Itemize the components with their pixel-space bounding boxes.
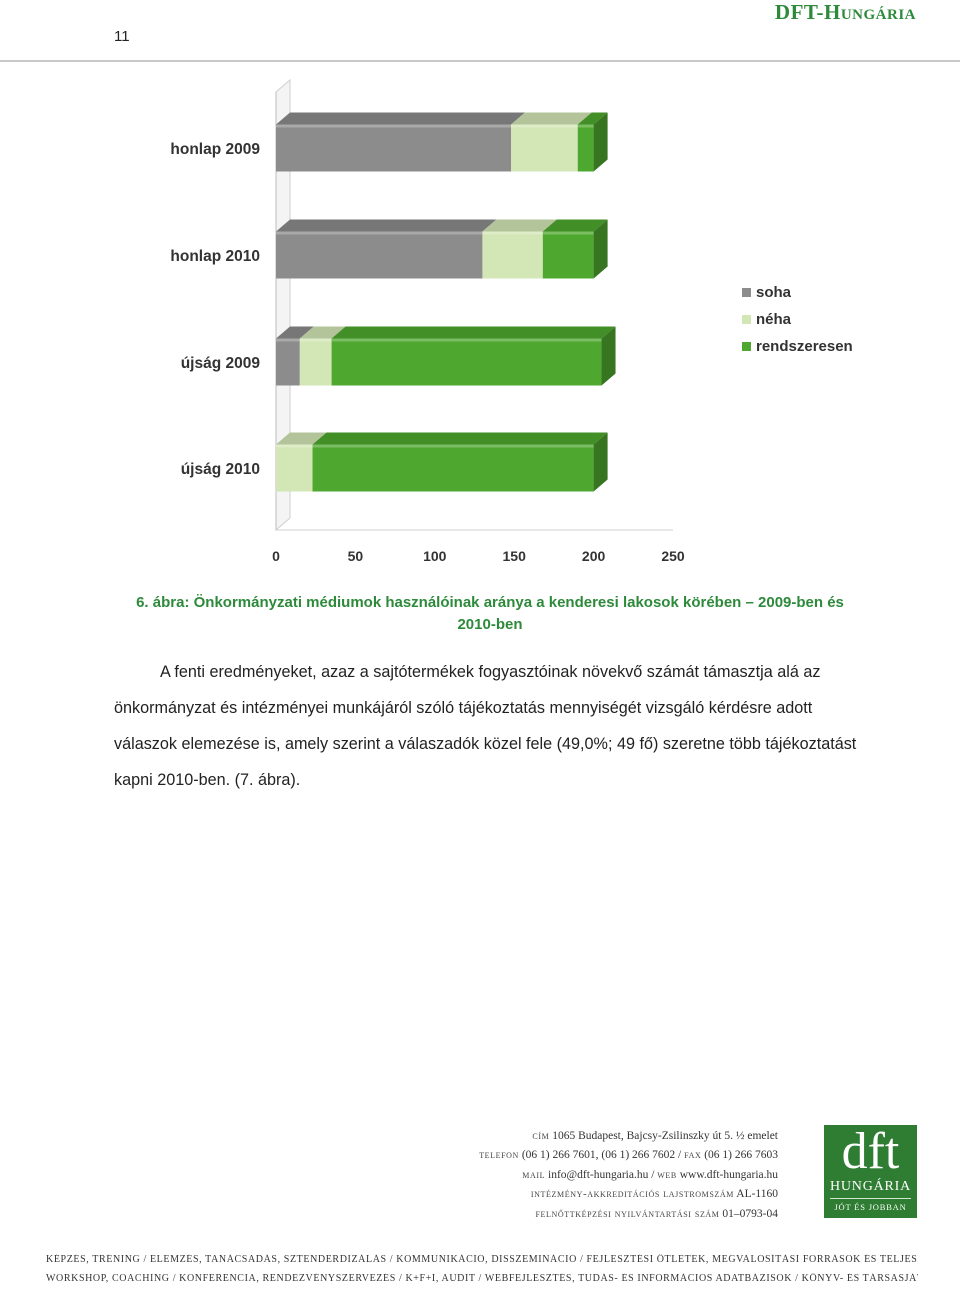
bar-end-face <box>593 219 608 279</box>
bar-segment <box>577 124 594 172</box>
mail-label: mail <box>522 1168 546 1181</box>
bar-segment <box>482 231 543 279</box>
bar-highlight <box>542 231 594 235</box>
x-tick-label: 200 <box>582 548 606 564</box>
bar-end-face <box>601 326 616 386</box>
legend-label: néha <box>756 311 792 328</box>
accreditation-label: intézmény-akkreditációs lajstromszám <box>530 1188 735 1201</box>
footer-services-line-2: WORKSHOP, COACHING / KONFERENCIA, RENDEZ… <box>46 1273 918 1284</box>
mail-link[interactable]: info@dft-hungaria.hu <box>548 1168 649 1181</box>
legend-swatch <box>742 342 751 351</box>
bar-highlight <box>276 444 313 448</box>
footer-services-line-1: KÉPZÉS, TRÉNING / ELEMZÉS, TANÁCSADÁS, S… <box>46 1254 918 1265</box>
x-tick-label: 100 <box>423 548 447 564</box>
bar-highlight <box>276 231 483 235</box>
x-tick-label: 250 <box>661 548 685 564</box>
address-line: cím 1065 Budapest, Bajcsy-Zsilinszky út … <box>479 1127 778 1146</box>
bar-top-face <box>331 326 616 339</box>
phone-value: (06 1) 266 7601, (06 1) 266 7602 <box>521 1149 676 1162</box>
bar-highlight <box>331 338 602 342</box>
phone-line: telefon (06 1) 266 7601, (06 1) 266 7602… <box>479 1146 778 1165</box>
bar-segment <box>276 231 483 279</box>
body-paragraph: A fenti eredményeket, azaz a sajtótermék… <box>114 663 857 789</box>
figure-caption: 6. ábra: Önkormányzati médiumok használó… <box>100 592 880 636</box>
bar-segment <box>312 444 594 492</box>
bar-highlight <box>276 338 300 342</box>
address-value: 1065 Budapest, Bajcsy-Zsilinszky út 5. ½… <box>552 1130 778 1142</box>
bar-segment <box>299 338 332 386</box>
bar-highlight <box>299 338 332 342</box>
bar-segment <box>276 338 300 386</box>
mail-web-line: mail info@dft-hungaria.hu / web www.dft-… <box>479 1166 778 1185</box>
separator: / <box>651 1168 658 1181</box>
contact-block: cím 1065 Budapest, Bajcsy-Zsilinszky út … <box>479 1127 778 1224</box>
dft-logo: dft HUNGÁRIA JÓT ÉS JOBBAN <box>824 1123 917 1218</box>
category-label: honlap 2010 <box>170 248 260 265</box>
adult-education-value: 01–0793-04 <box>722 1207 778 1220</box>
logo-subtitle: HUNGÁRIA <box>829 1179 912 1194</box>
bar-end-face <box>593 432 608 492</box>
bar-end-face <box>593 112 608 172</box>
bar-top-face <box>276 326 314 339</box>
bar-top-face <box>299 326 346 339</box>
bar-top-face <box>511 112 592 125</box>
bar-segment <box>276 444 313 492</box>
x-tick-label: 0 <box>272 548 280 564</box>
brand-header: DFT-Hungária <box>774 0 916 24</box>
x-tick-label: 50 <box>348 548 364 564</box>
x-tick-label: 150 <box>503 548 527 564</box>
bar-segment <box>276 124 512 172</box>
bar-top-face <box>482 219 557 232</box>
bar-top-face <box>276 219 497 232</box>
legend-swatch <box>742 288 751 297</box>
bar-segment <box>542 231 594 279</box>
accreditation-value: AL-1160 <box>736 1188 778 1201</box>
bar-top-face <box>276 112 526 125</box>
legend-label: soha <box>756 284 792 301</box>
bar-top-face <box>542 219 608 232</box>
bar-top-face <box>312 432 608 445</box>
header-divider <box>0 60 960 62</box>
caption-line-2: 2010-ben <box>457 616 523 633</box>
bar-highlight <box>276 124 512 128</box>
bar-highlight <box>482 231 543 235</box>
bar-highlight <box>312 444 594 448</box>
bar-segment <box>511 124 578 172</box>
caption-line-1: 6. ábra: Önkormányzati médiumok használó… <box>136 594 844 611</box>
legend-label: rendszeresen <box>756 338 853 355</box>
phone-label: telefon <box>479 1149 519 1162</box>
bar-top-face <box>577 112 608 125</box>
logo-tagline: JÓT ÉS JOBBAN <box>834 1202 907 1212</box>
bar-segment <box>331 338 602 386</box>
web-label: web <box>657 1168 677 1181</box>
logo-wordmark: dft <box>841 1123 900 1180</box>
adult-education-label: felnőttképzési nyilvántartási szám <box>535 1207 720 1220</box>
web-link[interactable]: www.dft-hungaria.hu <box>679 1168 778 1181</box>
fax-value: (06 1) 266 7603 <box>704 1149 778 1162</box>
separator: / <box>678 1149 685 1162</box>
category-label: újság 2009 <box>181 355 261 372</box>
fax-label: fax <box>684 1149 702 1162</box>
category-label: újság 2010 <box>181 461 260 478</box>
address-label: cím <box>532 1130 550 1142</box>
accreditation-line: intézmény-akkreditációs lajstromszám AL-… <box>479 1185 778 1204</box>
logo-divider <box>830 1198 911 1199</box>
page-number: 11 <box>114 28 130 45</box>
legend-swatch <box>742 315 751 324</box>
bar-top-face <box>276 432 327 445</box>
category-label: honlap 2009 <box>170 141 260 158</box>
bar-highlight <box>577 124 594 128</box>
adult-education-line: felnőttképzési nyilvántartási szám 01–07… <box>479 1205 778 1224</box>
bar-highlight <box>511 124 578 128</box>
stacked-bar-chart: honlap 2009 honlap 2010 újság 2009 újság 20… <box>170 78 853 564</box>
